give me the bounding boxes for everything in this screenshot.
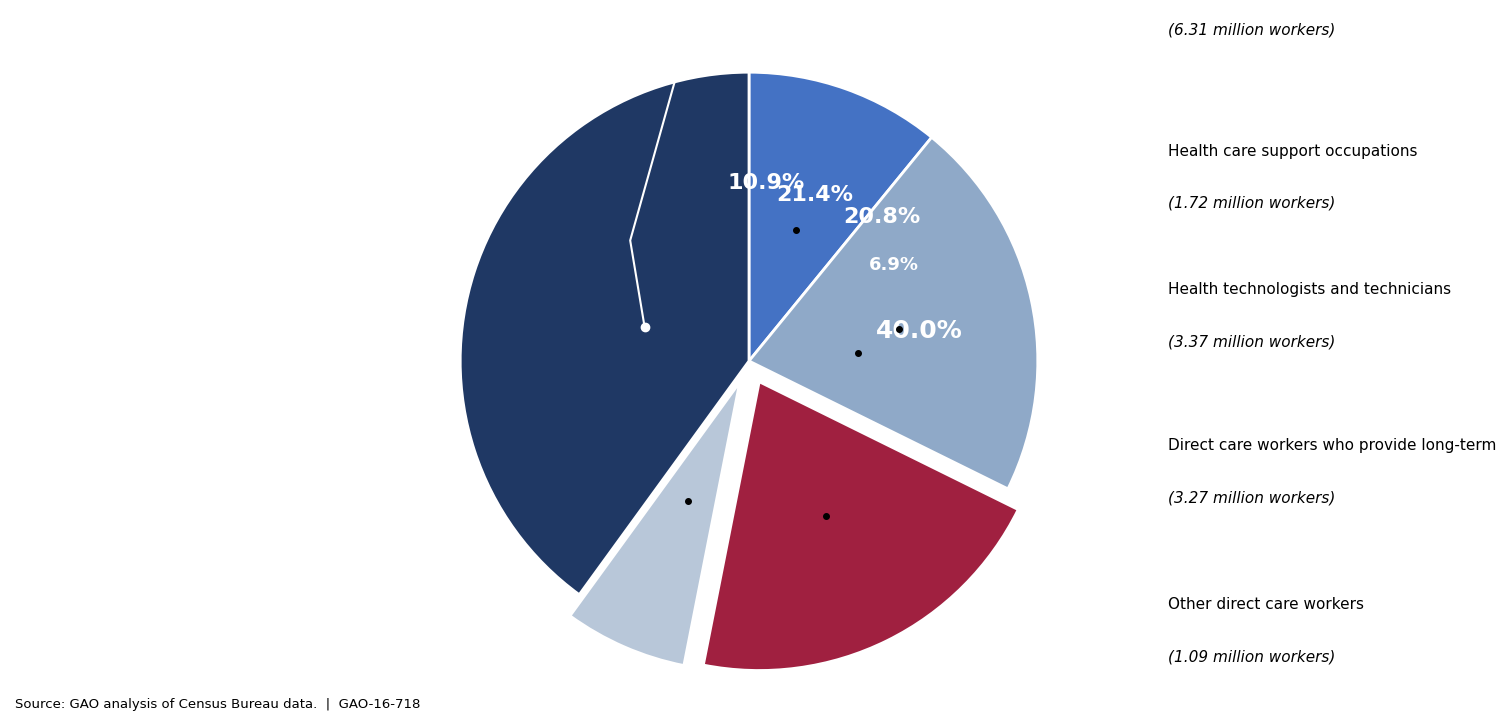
Text: 6.9%: 6.9% [869, 256, 918, 274]
Text: 21.4%: 21.4% [776, 185, 854, 204]
Text: Health technologists and technicians: Health technologists and technicians [1168, 282, 1452, 297]
Text: Direct care workers who provide long-term care: Direct care workers who provide long-ter… [1168, 438, 1498, 453]
Text: (6.31 million workers): (6.31 million workers) [1168, 22, 1335, 38]
Text: (3.27 million workers): (3.27 million workers) [1168, 490, 1335, 505]
Text: 10.9%: 10.9% [728, 173, 804, 193]
Wedge shape [749, 137, 1038, 489]
Text: 40.0%: 40.0% [876, 319, 963, 343]
Wedge shape [749, 72, 932, 361]
Wedge shape [460, 72, 749, 595]
Text: Source: GAO analysis of Census Bureau data.  |  GAO-16-718: Source: GAO analysis of Census Bureau da… [15, 697, 421, 710]
Text: Other direct care workers: Other direct care workers [1168, 597, 1363, 612]
Wedge shape [571, 382, 740, 666]
Text: 20.8%: 20.8% [843, 206, 921, 227]
Text: (3.37 million workers): (3.37 million workers) [1168, 334, 1335, 349]
Text: (1.09 million workers): (1.09 million workers) [1168, 649, 1335, 664]
Text: Health care support occupations: Health care support occupations [1168, 144, 1417, 159]
Text: (1.72 million workers): (1.72 million workers) [1168, 196, 1335, 211]
Wedge shape [704, 382, 1019, 671]
